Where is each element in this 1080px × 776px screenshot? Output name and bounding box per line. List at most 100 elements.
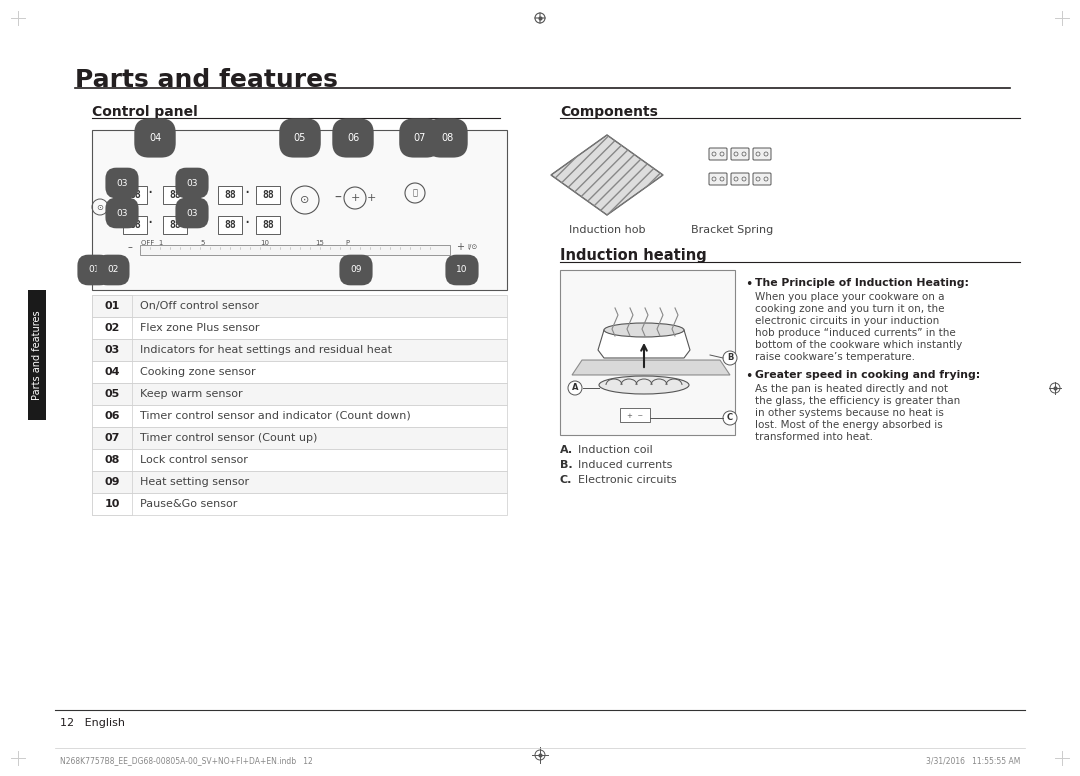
Text: Keep warm sensor: Keep warm sensor — [140, 389, 243, 399]
Text: Lock control sensor: Lock control sensor — [140, 455, 248, 465]
FancyBboxPatch shape — [92, 130, 507, 290]
Text: lost. Most of the energy absorbed is: lost. Most of the energy absorbed is — [755, 420, 943, 430]
Text: Parts and features: Parts and features — [32, 310, 42, 400]
Text: Flex zone Plus sensor: Flex zone Plus sensor — [140, 323, 259, 333]
Text: B: B — [727, 354, 733, 362]
Text: C.: C. — [561, 475, 572, 485]
Text: raise cookware’s temperature.: raise cookware’s temperature. — [755, 352, 915, 362]
Text: 10: 10 — [260, 240, 269, 246]
Bar — [110, 210, 126, 220]
Text: 02: 02 — [107, 265, 119, 275]
Text: Parts and features: Parts and features — [75, 68, 338, 92]
Text: On/Off control sensor: On/Off control sensor — [140, 301, 259, 311]
Text: 10: 10 — [456, 265, 468, 275]
Text: Induction coil: Induction coil — [578, 445, 652, 455]
FancyBboxPatch shape — [163, 185, 187, 204]
Ellipse shape — [604, 323, 684, 337]
Bar — [92, 361, 507, 383]
Text: 08: 08 — [441, 133, 454, 143]
Text: +: + — [350, 193, 360, 203]
Text: As the pan is heated directly and not: As the pan is heated directly and not — [755, 384, 948, 394]
Text: 06: 06 — [105, 411, 120, 421]
Text: I/⊙: I/⊙ — [467, 244, 477, 250]
Bar — [92, 383, 507, 405]
FancyBboxPatch shape — [218, 185, 242, 204]
Text: 03: 03 — [105, 345, 120, 355]
Polygon shape — [598, 330, 690, 358]
Ellipse shape — [599, 376, 689, 394]
Text: ⊙: ⊙ — [300, 195, 310, 205]
Text: •: • — [745, 278, 753, 291]
Text: 05: 05 — [105, 389, 120, 399]
Text: 88: 88 — [130, 220, 140, 230]
Bar — [92, 361, 132, 383]
Text: A.: A. — [561, 445, 573, 455]
Text: +  ~: + ~ — [626, 413, 643, 419]
Circle shape — [723, 411, 737, 425]
Circle shape — [723, 351, 737, 365]
Text: 15: 15 — [315, 240, 324, 246]
FancyBboxPatch shape — [753, 173, 771, 185]
Text: Electronic circuits: Electronic circuits — [578, 475, 677, 485]
Text: Indicators for heat settings and residual heat: Indicators for heat settings and residua… — [140, 345, 392, 355]
Bar — [92, 317, 132, 339]
Text: 04: 04 — [105, 367, 120, 377]
Text: ⊙: ⊙ — [96, 203, 104, 212]
FancyBboxPatch shape — [256, 216, 280, 234]
Text: Induction hob: Induction hob — [569, 225, 645, 235]
Bar — [92, 449, 507, 471]
Text: •: • — [745, 370, 753, 383]
Bar — [92, 427, 132, 449]
FancyBboxPatch shape — [708, 173, 727, 185]
Polygon shape — [551, 135, 663, 215]
Text: 07: 07 — [105, 433, 120, 443]
Text: 03: 03 — [186, 178, 198, 188]
Text: +: + — [366, 193, 376, 203]
Text: 88: 88 — [262, 190, 274, 200]
Text: N268K7757B8_EE_DG68-00805A-00_SV+NO+FI+DA+EN.indb   12: N268K7757B8_EE_DG68-00805A-00_SV+NO+FI+D… — [60, 756, 313, 765]
Text: 07: 07 — [414, 133, 427, 143]
Bar — [28, 290, 46, 420]
Text: 12   English: 12 English — [60, 718, 125, 728]
Text: 01: 01 — [89, 265, 99, 275]
Text: P: P — [345, 240, 349, 246]
Bar — [92, 405, 132, 427]
Circle shape — [568, 381, 582, 395]
Bar — [92, 383, 132, 405]
Text: ·: · — [244, 214, 249, 232]
Text: Timer control sensor (Count up): Timer control sensor (Count up) — [140, 433, 318, 443]
Text: ·: · — [147, 184, 152, 202]
Text: transformed into heat.: transformed into heat. — [755, 432, 873, 442]
Bar — [92, 317, 507, 339]
FancyBboxPatch shape — [123, 216, 147, 234]
Text: ·: · — [147, 214, 152, 232]
Text: ·: · — [244, 184, 249, 202]
Text: Greater speed in cooking and frying:: Greater speed in cooking and frying: — [755, 370, 981, 380]
Text: 🔒: 🔒 — [413, 189, 418, 198]
Text: 02: 02 — [105, 323, 120, 333]
Text: 88: 88 — [225, 220, 235, 230]
FancyBboxPatch shape — [731, 173, 750, 185]
Bar — [92, 471, 507, 493]
Text: When you place your cookware on a: When you place your cookware on a — [755, 292, 945, 302]
Text: 03: 03 — [117, 178, 127, 188]
Text: B.: B. — [561, 460, 572, 470]
Text: hob produce “induced currents” in the: hob produce “induced currents” in the — [755, 328, 956, 338]
Text: the glass, the efficiency is greater than: the glass, the efficiency is greater tha… — [755, 396, 960, 406]
Text: 08: 08 — [105, 455, 120, 465]
Bar — [92, 295, 132, 317]
Text: 09: 09 — [350, 265, 362, 275]
FancyBboxPatch shape — [123, 185, 147, 204]
Bar — [140, 245, 450, 255]
Bar — [92, 493, 132, 515]
FancyBboxPatch shape — [256, 185, 280, 204]
Text: 03: 03 — [186, 209, 198, 217]
Text: 09: 09 — [105, 477, 120, 487]
Text: The Principle of Induction Heating:: The Principle of Induction Heating: — [755, 278, 969, 288]
Text: in other systems because no heat is: in other systems because no heat is — [755, 408, 944, 418]
Text: Cooking zone sensor: Cooking zone sensor — [140, 367, 256, 377]
Text: 5: 5 — [200, 240, 204, 246]
Bar — [92, 427, 507, 449]
Text: Heat setting sensor: Heat setting sensor — [140, 477, 249, 487]
Text: +: + — [456, 242, 464, 252]
